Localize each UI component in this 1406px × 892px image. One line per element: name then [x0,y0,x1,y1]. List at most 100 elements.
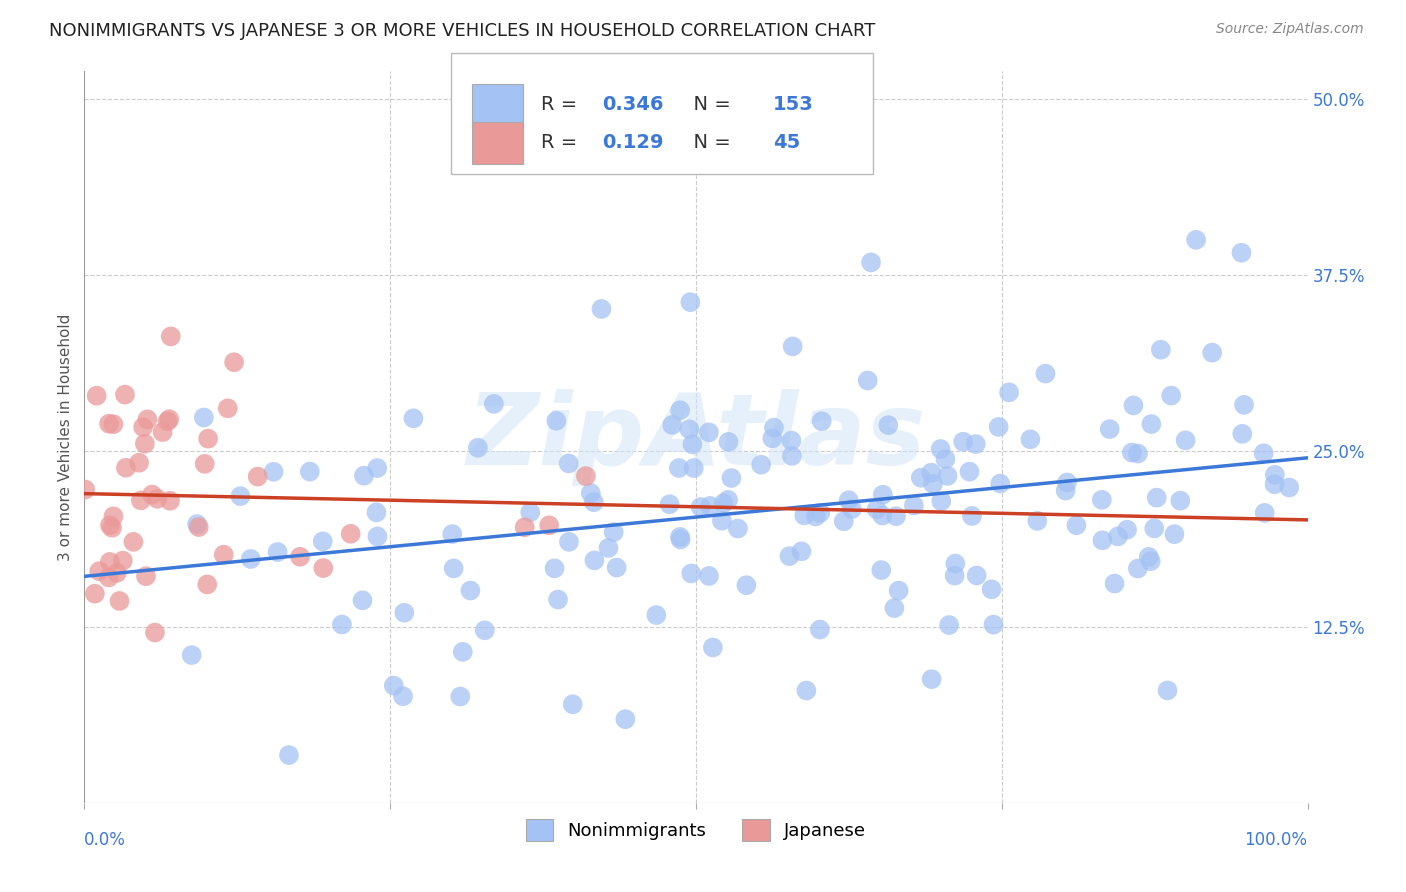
Point [1121,445,1143,459]
Point [841,502,863,516]
Point [710,514,733,528]
Point [129,493,152,508]
Point [697,569,720,583]
Point [1150,343,1173,357]
Point [903,499,925,513]
Point [762,420,785,434]
Point [591,301,613,316]
Point [983,617,1005,632]
Point [1143,521,1166,535]
Text: R =: R = [541,133,583,152]
Point [1107,529,1129,543]
Text: 0.0%: 0.0% [84,830,127,848]
Point [782,339,804,353]
Point [224,355,246,369]
Text: NONIMMIGRANTS VS JAPANESE 3 OR MORE VEHICLES IN HOUSEHOLD CORRELATION CHART: NONIMMIGRANTS VS JAPANESE 3 OR MORE VEHI… [49,22,876,40]
Point [352,593,374,607]
Point [89,564,111,578]
Point [159,329,181,343]
Text: 100.0%: 100.0% [1244,830,1308,848]
Point [97,570,120,584]
Point [114,387,136,401]
Point [546,414,568,428]
Point [392,690,415,704]
Point [717,434,740,449]
Point [86,389,108,403]
Point [866,502,889,516]
Point [83,587,105,601]
Point [689,500,711,514]
Point [134,436,156,450]
Point [727,522,749,536]
Point [135,569,157,583]
Point [669,530,692,544]
Point [136,412,159,426]
Point [449,690,471,704]
Point [681,566,703,581]
Text: R =: R = [541,95,583,114]
Point [583,553,606,567]
Text: Source: ZipAtlas.com: Source: ZipAtlas.com [1216,22,1364,37]
Point [159,493,181,508]
Point [1168,493,1191,508]
Point [872,508,894,523]
Point [713,496,735,510]
Point [75,483,97,497]
Point [1104,576,1126,591]
Point [513,520,536,534]
Point [682,461,704,475]
Point [965,437,987,451]
Point [702,640,724,655]
Point [929,494,952,508]
Point [1054,483,1077,498]
Point [382,679,405,693]
Point [1253,446,1275,460]
Point [697,425,720,440]
Point [115,460,138,475]
Point [838,493,860,508]
Point [312,561,335,575]
Point [966,568,988,582]
Point [298,465,321,479]
Point [1185,233,1208,247]
Point [575,469,598,483]
Point [1264,477,1286,491]
Point [934,452,956,467]
Point [661,417,683,432]
Point [1126,561,1149,575]
Point [557,457,579,471]
Point [1278,480,1301,494]
Text: N =: N = [682,95,737,114]
Point [921,672,943,686]
Point [749,458,772,472]
Point [884,509,907,524]
Point [658,497,681,511]
Point [938,618,960,632]
Point [780,449,803,463]
Point [920,466,942,480]
Point [460,583,482,598]
Point [598,541,620,555]
Point [482,397,505,411]
Point [778,549,800,563]
Point [856,374,879,388]
Point [394,606,416,620]
Point [936,469,959,483]
Point [128,456,150,470]
Point [1026,514,1049,528]
Point [1137,549,1160,564]
Point [353,468,375,483]
Point [832,514,855,528]
Point [103,417,125,432]
Point [1163,527,1185,541]
Point [669,533,692,547]
Point [1230,245,1253,260]
Point [720,471,742,485]
Point [366,505,388,519]
Point [910,471,932,485]
FancyBboxPatch shape [472,122,523,164]
Point [645,607,668,622]
Point [561,698,583,712]
Point [1066,518,1088,533]
Point [98,518,121,533]
